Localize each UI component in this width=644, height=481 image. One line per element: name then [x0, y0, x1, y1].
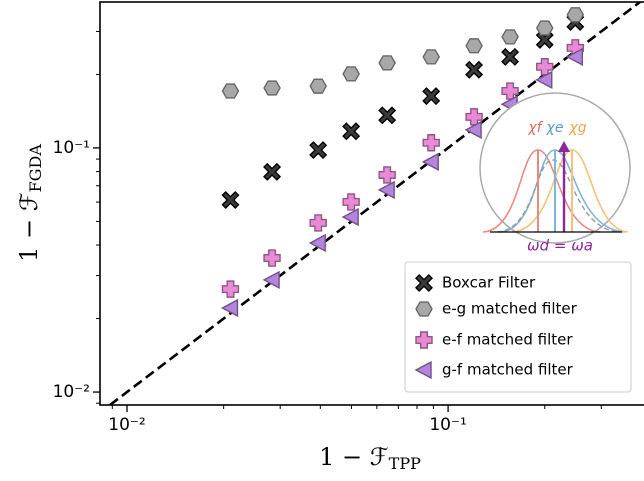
- legend-label: g-f matched filter: [442, 361, 574, 379]
- plot-area: [109, 2, 641, 405]
- point: [535, 20, 554, 36]
- point: [565, 47, 584, 67]
- point: [378, 55, 396, 71]
- legend-label: Boxcar Filter: [442, 274, 536, 292]
- point: [263, 80, 281, 96]
- point: [422, 87, 441, 106]
- legend-marker: [415, 331, 433, 349]
- legend-marker: [415, 301, 433, 317]
- point: [422, 49, 441, 65]
- y-tick-label: 10⁻¹: [53, 138, 90, 158]
- axes-frame: [99, 1, 644, 406]
- point: [342, 193, 360, 211]
- inset: χf χe χg ωd = ωa: [479, 92, 631, 255]
- point: [221, 280, 240, 298]
- legend-box: [404, 261, 632, 393]
- point: [378, 166, 396, 184]
- diagonal-line: [109, 2, 641, 405]
- point: [309, 78, 328, 94]
- point: [378, 106, 397, 125]
- point: [377, 180, 395, 200]
- legend-marker: [414, 360, 432, 380]
- point: [220, 298, 239, 318]
- point: [501, 47, 520, 66]
- x-tick-label: 10⁻¹: [429, 415, 466, 435]
- point: [566, 7, 585, 23]
- point: [342, 122, 361, 141]
- point: [308, 233, 326, 253]
- inset-label: χf: [527, 120, 543, 136]
- point: [421, 152, 439, 171]
- point: [501, 29, 519, 45]
- point: [422, 134, 440, 152]
- point: [341, 207, 359, 227]
- y-axis-label: 1 − ℱFGDA: [15, 144, 45, 262]
- point: [309, 214, 327, 232]
- point: [309, 141, 328, 160]
- point: [262, 270, 280, 290]
- inset-caption: ωd = ωa: [527, 237, 593, 255]
- legend: Boxcar Filter e-g matched filter e-f match…: [404, 261, 632, 393]
- point: [221, 190, 240, 209]
- point: [263, 162, 282, 181]
- point: [464, 120, 482, 139]
- legend-label: e-f matched filter: [442, 331, 573, 349]
- y-tick-label: 10⁻²: [53, 382, 90, 402]
- point: [535, 70, 553, 90]
- x-tick-label: 10⁻²: [108, 415, 145, 435]
- legend-label: e-g matched filter: [442, 300, 578, 318]
- point: [342, 66, 360, 82]
- point: [221, 83, 240, 99]
- point: [465, 38, 483, 54]
- point: [465, 60, 484, 79]
- point: [535, 30, 554, 49]
- legend-marker: [415, 274, 433, 292]
- inset-label: χg: [568, 120, 586, 136]
- x-axis-label: 1 − ℱTPP: [319, 443, 421, 473]
- point: [263, 249, 281, 267]
- inset-label: χe: [546, 120, 564, 136]
